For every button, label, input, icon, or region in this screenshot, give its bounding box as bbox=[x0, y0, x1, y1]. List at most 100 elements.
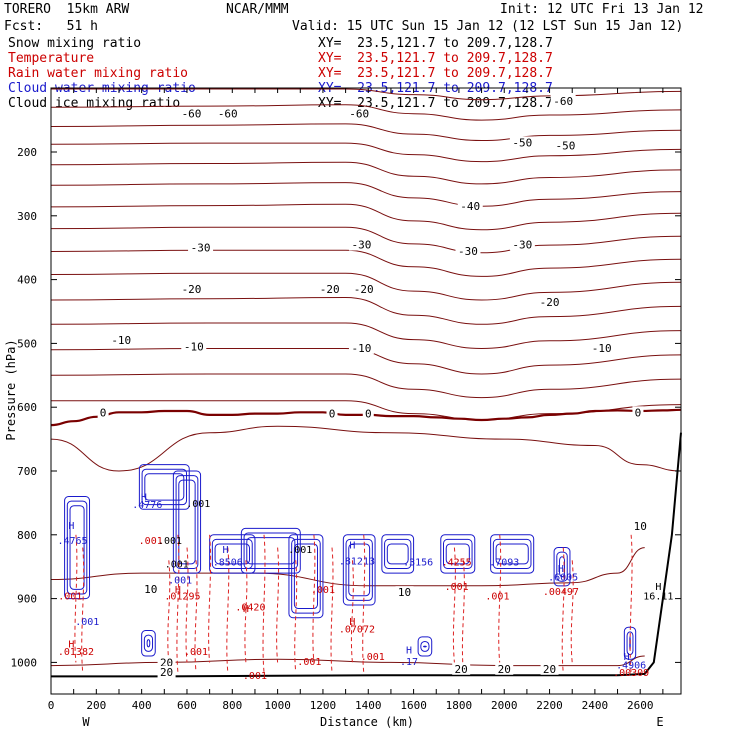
cloud-water-contour bbox=[138, 464, 190, 510]
max-label: .001 bbox=[288, 545, 312, 556]
isotherm-label: -60 bbox=[349, 108, 369, 121]
cloud-water-contour bbox=[143, 634, 154, 652]
label-bg bbox=[452, 662, 471, 675]
y-tick-label: 800 bbox=[17, 529, 37, 542]
x-tick-label: 0 bbox=[48, 699, 55, 712]
isotherm-label: -30 bbox=[352, 239, 372, 252]
max-label: .001 bbox=[297, 657, 321, 668]
max-label: .001 bbox=[158, 536, 182, 547]
max-label: .3156 bbox=[403, 558, 433, 569]
label-bg bbox=[351, 283, 377, 296]
max-label: .4906 bbox=[616, 660, 646, 671]
rain-contour bbox=[244, 560, 248, 663]
max-label: H bbox=[141, 493, 147, 504]
y-tick-label: 200 bbox=[17, 146, 37, 159]
max-label: H bbox=[558, 564, 564, 575]
label-bg bbox=[509, 136, 535, 149]
max-label: .001 bbox=[445, 582, 469, 593]
cloud-water-contour bbox=[141, 468, 188, 506]
cloud-water-contour bbox=[440, 534, 476, 574]
isotherm bbox=[50, 272, 682, 301]
max-label: H bbox=[349, 540, 355, 551]
y-tick-label: 700 bbox=[17, 465, 37, 478]
label-bg bbox=[631, 519, 650, 532]
rain-contour bbox=[629, 534, 633, 673]
max-label: .6005 bbox=[548, 572, 578, 583]
label-bg bbox=[632, 406, 644, 419]
max-label: .4765 bbox=[57, 536, 87, 547]
field-cloudice-xy: XY= 23.5,121.7 to 209.7,128.7 bbox=[318, 96, 553, 111]
max-label: .81213 bbox=[339, 556, 375, 567]
max-label: .001 bbox=[361, 652, 385, 663]
cloud-water-contour bbox=[209, 534, 256, 574]
isotherm bbox=[50, 547, 645, 587]
label-bg bbox=[157, 665, 176, 678]
east-label: E bbox=[656, 715, 663, 729]
label-bg bbox=[348, 341, 374, 354]
cloud-water-contour bbox=[146, 639, 151, 648]
isotherm-label: -60 bbox=[553, 95, 573, 108]
label-bg bbox=[589, 341, 615, 354]
x-tick-label: 2200 bbox=[536, 699, 563, 712]
cloud-water-contour bbox=[172, 470, 202, 574]
isotherm-label: 10 bbox=[634, 520, 647, 533]
isotherm bbox=[50, 373, 682, 399]
cloud-water-contour bbox=[144, 473, 185, 501]
rain-contour bbox=[498, 534, 502, 663]
rain-contour bbox=[276, 547, 280, 663]
max-label: H bbox=[655, 582, 661, 593]
y-tick-label: 600 bbox=[17, 401, 37, 414]
terrain-profile bbox=[51, 432, 682, 678]
max-label: .4776 bbox=[132, 500, 162, 511]
isotherm-label: -20 bbox=[540, 296, 560, 309]
max-label: .001 bbox=[243, 671, 267, 682]
cloud-water-contour bbox=[211, 538, 253, 569]
rain-contour bbox=[461, 560, 465, 673]
rain-contour bbox=[294, 560, 298, 673]
label-bg bbox=[215, 107, 241, 120]
isotherm-label: -20 bbox=[320, 283, 340, 296]
field-cloudwater-name: Cloud water mixing ratio bbox=[8, 81, 196, 96]
label-bg bbox=[457, 200, 483, 213]
cloud-water-contour bbox=[556, 551, 568, 582]
rain-contour bbox=[185, 547, 189, 663]
cloud-water-contour bbox=[490, 534, 535, 574]
isotherm-label: 20 bbox=[498, 663, 511, 676]
isotherm-label: -30 bbox=[458, 245, 478, 258]
max-label: H bbox=[243, 604, 249, 615]
cloud-water-contour bbox=[291, 538, 321, 614]
isotherm-label: 0 bbox=[329, 408, 336, 421]
label-bg bbox=[495, 662, 514, 675]
max-label: .4255 bbox=[442, 558, 472, 569]
cloud-water-contour bbox=[381, 534, 415, 574]
label-bg bbox=[552, 139, 578, 152]
max-label: .01382 bbox=[58, 647, 94, 658]
field-temperature-xy: XY= 23.5,121.7 to 209.7,128.7 bbox=[318, 51, 553, 66]
x-tick-label: 400 bbox=[132, 699, 152, 712]
y-axis-label: Pressure (hPa) bbox=[4, 339, 18, 440]
max-label: H bbox=[349, 617, 355, 628]
max-label: H bbox=[68, 639, 74, 650]
isotherm-label: 20 bbox=[160, 666, 173, 679]
isotherm-label: -20 bbox=[182, 283, 202, 296]
label-bg bbox=[455, 244, 481, 257]
cloud-water-contour bbox=[420, 640, 430, 652]
y-tick-label: 300 bbox=[17, 210, 37, 223]
max-label: .00309 bbox=[613, 668, 649, 679]
field-temperature-name: Temperature bbox=[8, 51, 95, 66]
isotherm bbox=[50, 296, 682, 325]
max-label: .001 bbox=[184, 647, 208, 658]
isotherm bbox=[50, 123, 682, 142]
label-bg bbox=[141, 583, 160, 596]
rain-contour bbox=[312, 534, 316, 663]
cloud-water-contour bbox=[293, 543, 319, 610]
label-bg bbox=[317, 283, 343, 296]
isotherm bbox=[50, 203, 682, 231]
max-label: .01295 bbox=[164, 591, 200, 602]
isotherm-label: 20 bbox=[455, 663, 468, 676]
y-tick-label: 400 bbox=[17, 274, 37, 287]
isotherm-label: -60 bbox=[218, 108, 238, 121]
isotherm-label: -50 bbox=[512, 136, 532, 149]
isotherm-label: 0 bbox=[635, 406, 642, 419]
